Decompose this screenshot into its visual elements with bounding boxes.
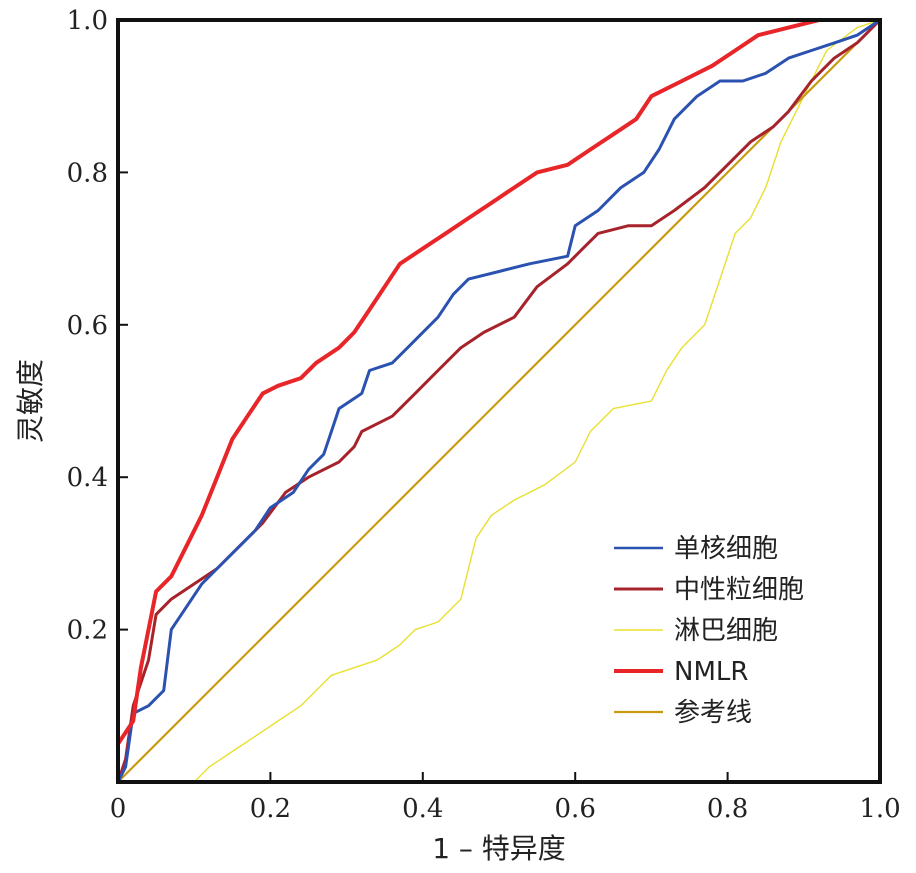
y-tick-label-2: 0.6 bbox=[67, 311, 108, 341]
y-axis-title: 灵敏度 bbox=[14, 359, 47, 443]
x-tick-label-5: 1.0 bbox=[859, 794, 900, 824]
plot-frame bbox=[116, 18, 882, 784]
x-tick-label-1: 0.2 bbox=[250, 794, 291, 824]
x-tick-label-4: 0.8 bbox=[707, 794, 748, 824]
series-line-1 bbox=[116, 18, 882, 784]
series-line-4 bbox=[116, 18, 882, 784]
y-tick-label-1: 0.4 bbox=[67, 463, 108, 493]
y-tick-label-3: 0.8 bbox=[67, 158, 108, 188]
x-tick-label-0: 0 bbox=[110, 794, 127, 824]
x-tick-label-3: 0.6 bbox=[555, 794, 596, 824]
series-line-0 bbox=[116, 18, 882, 784]
legend-label-2: 淋巴细胞 bbox=[674, 616, 778, 646]
series-layer bbox=[116, 18, 882, 784]
x-axis-title: 1 – 特异度 bbox=[432, 832, 566, 865]
legend-label-0: 单核细胞 bbox=[674, 534, 778, 564]
y-tick-label-0: 0.2 bbox=[67, 616, 108, 646]
series-line-3 bbox=[116, 18, 882, 784]
y-tick-label-4: 1.0 bbox=[67, 6, 108, 36]
ticks-layer: 0 0.2 0.4 0.6 0.8 1.0 0.2 0.4 0.6 0.8 1.0 bbox=[67, 6, 901, 824]
series-line-2 bbox=[117, 19, 881, 783]
legend-label-1: 中性粒细胞 bbox=[674, 575, 804, 605]
legend-label-3: NMLR bbox=[674, 657, 748, 687]
x-tick-label-2: 0.4 bbox=[402, 794, 443, 824]
legend-label-4: 参考线 bbox=[674, 698, 752, 728]
